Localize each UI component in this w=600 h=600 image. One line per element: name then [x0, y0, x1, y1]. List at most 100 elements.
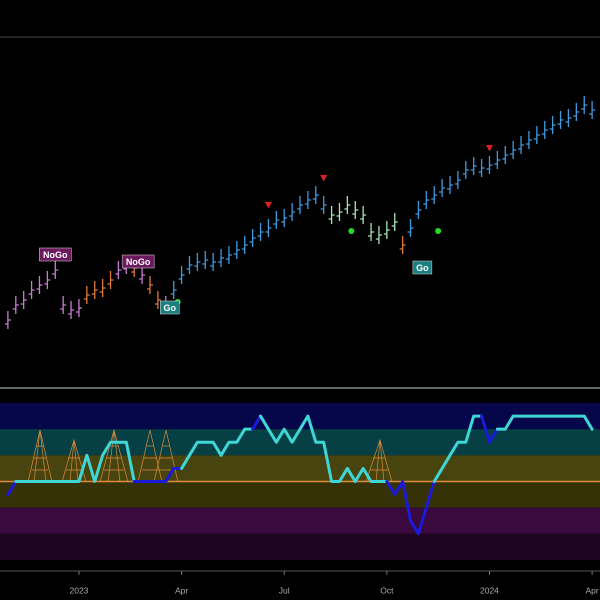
oscillator-line — [495, 414, 594, 431]
price-bar — [202, 251, 209, 269]
price-bar — [12, 296, 19, 314]
x-tick-label: Oct — [380, 585, 394, 595]
price-bar — [454, 171, 461, 189]
price-bar — [494, 151, 501, 169]
price-bar — [297, 196, 303, 214]
price-bar — [312, 186, 319, 204]
price-bar — [60, 296, 67, 314]
price-bar — [447, 176, 453, 194]
price-bar — [383, 221, 390, 239]
price-bar — [75, 299, 82, 317]
price-bar — [139, 266, 146, 284]
x-tick-label: Apr — [585, 585, 598, 595]
oscillator-line — [251, 414, 263, 431]
price-bar — [573, 103, 580, 121]
price-bar — [36, 276, 43, 294]
annotation-box — [159, 300, 180, 315]
wave-icon — [27, 429, 53, 483]
oscillator-line — [480, 414, 499, 444]
price-bar — [83, 286, 90, 304]
price-bar — [375, 226, 382, 244]
price-bar — [368, 223, 375, 241]
annotation-box — [412, 260, 433, 275]
oscillator-line — [385, 480, 436, 536]
annotation-label: NoGo — [43, 250, 68, 260]
band — [0, 481, 600, 508]
price-bar — [486, 156, 493, 174]
oscillator-line — [6, 480, 18, 497]
price-bar — [154, 291, 161, 309]
price-bar — [52, 261, 59, 279]
wave-icon — [61, 438, 87, 483]
price-bar — [225, 246, 232, 264]
price-bar — [399, 236, 406, 254]
price-bar — [423, 191, 430, 209]
price-bar — [281, 209, 288, 227]
price-bar — [502, 146, 509, 164]
oscillator-line — [14, 440, 136, 483]
wave-icons — [27, 428, 393, 483]
price-bar — [68, 301, 75, 319]
x-tick-label: 2024 — [480, 585, 499, 595]
price-bar — [510, 141, 517, 159]
price-bar — [470, 157, 477, 175]
price-bar — [581, 96, 588, 114]
band — [0, 429, 600, 456]
price-bar — [478, 159, 485, 177]
price-bar — [525, 131, 532, 149]
price-bar — [115, 261, 122, 279]
price-bar — [557, 111, 564, 129]
price-bar — [304, 191, 311, 209]
x-tick-label: 2023 — [69, 585, 88, 595]
price-bar — [210, 253, 217, 271]
price-bar — [320, 196, 327, 214]
price-bar — [407, 219, 414, 237]
annotation-box — [121, 254, 155, 269]
price-bar — [28, 281, 35, 299]
price-bar — [391, 213, 398, 231]
signal-dot — [435, 228, 442, 234]
price-bar — [518, 136, 525, 154]
annotation-label: Go — [163, 303, 176, 313]
price-bar — [360, 206, 367, 224]
oscillator-line — [432, 414, 484, 483]
price-bar — [91, 281, 98, 299]
signal-triangle — [264, 202, 272, 209]
oscillator-line — [259, 414, 389, 483]
signal-dot — [348, 228, 355, 234]
price-bar — [344, 196, 351, 214]
price-bar — [20, 291, 27, 309]
price-bar — [170, 281, 177, 299]
annotation-label: NoGo — [126, 257, 151, 267]
price-bar — [439, 179, 446, 197]
signal-triangle — [485, 145, 493, 152]
price-bar — [233, 241, 240, 259]
price-bar — [147, 276, 153, 294]
price-bar — [194, 253, 201, 271]
price-bar — [273, 211, 280, 229]
annotation-label: Go — [416, 263, 429, 273]
price-bar — [249, 229, 256, 247]
band — [0, 533, 600, 560]
signal-triangle — [320, 175, 328, 182]
price-bar — [328, 206, 335, 224]
band — [0, 403, 600, 430]
price-bar — [257, 223, 264, 241]
price-bar — [178, 266, 185, 284]
price-bar — [289, 203, 296, 221]
price-bar — [44, 271, 51, 289]
price-bar — [352, 201, 359, 219]
wave-icon — [153, 429, 179, 483]
price-bar — [541, 121, 548, 139]
price-bar — [186, 256, 193, 274]
band — [0, 507, 600, 534]
oscillator-line — [132, 466, 184, 483]
price-bar — [533, 126, 540, 144]
x-tick-label: Jul — [279, 585, 290, 595]
price-bar — [107, 271, 114, 289]
wave-icon — [365, 438, 393, 483]
price-bar — [218, 249, 225, 267]
price-bar — [589, 101, 596, 119]
price-bar — [415, 201, 422, 219]
